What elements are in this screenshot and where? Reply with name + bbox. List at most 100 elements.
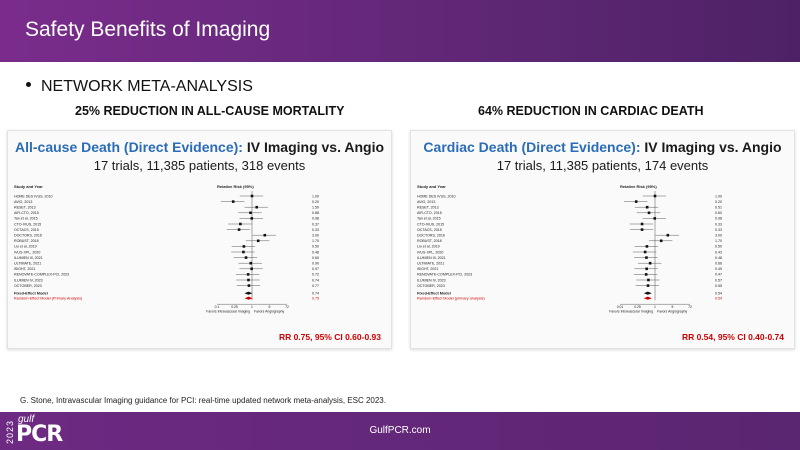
left-study-marker xyxy=(242,250,245,254)
right-study-marker xyxy=(644,273,648,276)
left-study-marker xyxy=(250,194,254,198)
right-fixed-rr: 0.54 xyxy=(715,292,722,296)
right-panel-title: Cardiac Death (Direct Evidence): IV Imag… xyxy=(411,139,794,155)
right-axis-tick: 5 xyxy=(672,305,674,309)
right-study-rr: 0.57 xyxy=(715,278,722,282)
right-study-marker xyxy=(640,228,644,231)
left-axis-tick: 5 xyxy=(269,305,271,309)
left-title-rest: IV Imaging vs. Angio xyxy=(242,139,385,155)
right-axis-tick: 0.01 xyxy=(617,305,624,309)
left-study-label: RESET, 2013 xyxy=(14,206,36,210)
right-result: RR 0.54, 95% CI 0.40-0.74 xyxy=(681,332,784,342)
right-axis-tick: 0.25 xyxy=(634,305,641,309)
left-study-label: iSIGHT, 2021 xyxy=(14,267,35,271)
right-fixed-diamond xyxy=(643,291,652,295)
right-study-rr: 0.51 xyxy=(715,206,722,210)
left-study-marker xyxy=(247,284,251,287)
right-panel-subtitle: 17 trials, 11,385 patients, 174 events xyxy=(496,158,709,173)
left-study-rr: 0.72 xyxy=(312,273,319,277)
left-study-label: ROBUST, 2018 xyxy=(14,239,39,243)
right-heading: 64% REDUCTION IN CARDIAC DEATH xyxy=(478,104,704,118)
right-study-label: IVUS-XPL, 2020 xyxy=(417,250,443,254)
footer-bar: 2023 gulf PCR GulfPCR.com xyxy=(0,412,800,450)
left-study-label: DOCTORS, 2016 xyxy=(14,234,42,238)
left-study-marker xyxy=(249,211,252,215)
left-study-label: IVUS-XPL, 2020 xyxy=(14,250,40,254)
right-study-marker xyxy=(646,284,650,287)
left-study-label: RENOVATE-COMPLEX-PCI, 2023 xyxy=(14,273,69,277)
left-study-label: AIR-CTO, 2015 xyxy=(14,211,39,215)
bullet-point: NETWORK META-ANALYSIS xyxy=(26,78,253,96)
right-study-rr: 0.49 xyxy=(715,267,722,271)
left-study-rr: 0.50 xyxy=(312,245,319,249)
left-study-marker xyxy=(250,267,253,271)
left-study-label: HOME DES IVUS, 2010 xyxy=(14,194,53,198)
left-study-marker xyxy=(263,233,267,237)
left-favors-left: Favors Intravascular Imaging xyxy=(206,310,250,314)
right-study-rr: 0.55 xyxy=(715,284,722,288)
left-study-rr: 0.37 xyxy=(312,222,319,226)
left-study-label: AVIO, 2013 xyxy=(14,200,32,204)
right-study-marker xyxy=(648,261,652,265)
left-panel-title: All-cause Death (Direct Evidence): IV Im… xyxy=(8,139,391,155)
right-random-rr: 0.54 xyxy=(715,297,722,301)
right-title-rest: IV Imaging vs. Angio xyxy=(640,139,782,155)
left-study-label: OCTOBER, 2023 xyxy=(14,284,42,288)
footer-brand-small: gulf xyxy=(18,414,35,425)
left-fixed-rr: 0.74 xyxy=(312,292,319,296)
right-study-label: iSIGHT, 2021 xyxy=(417,267,438,271)
left-study-label: Tan et al, 2015 xyxy=(14,217,38,221)
left-forest-plot: Study and Year Relative Risk (95%) HOME DE… xyxy=(14,184,319,314)
right-study-marker xyxy=(647,211,651,215)
right-study-label: ULTIMATE, 2021 xyxy=(417,262,444,266)
right-study-marker xyxy=(640,222,644,226)
left-panel-subtitle: 17 trials, 11,385 patients, 318 events xyxy=(93,158,306,173)
right-study-label: ILUMIEN IV, 2023 xyxy=(417,278,446,282)
right-study-label: RESET, 2013 xyxy=(417,206,439,210)
left-axis-tick: 72 xyxy=(285,305,289,309)
left-fixed-label: Fixed-Effect Model xyxy=(14,292,48,296)
left-study-marker xyxy=(249,261,253,265)
left-study-label: Liu et al, 2019 xyxy=(14,245,37,249)
right-study-rr: 0.66 xyxy=(715,262,722,266)
right-study-label: RENOVATE-COMPLEX-PCI, 2023 xyxy=(417,273,472,277)
right-study-label: ILUMIEN III, 2021 xyxy=(417,256,446,260)
left-study-rr: 0.90 xyxy=(312,262,319,266)
right-study-marker xyxy=(645,245,649,248)
right-study-marker xyxy=(645,256,648,259)
right-axis-tick: 1 xyxy=(654,305,656,309)
right-study-rr: 0.47 xyxy=(715,273,722,277)
right-study-marker xyxy=(645,205,649,209)
right-study-label: DOCTORS, 2016 xyxy=(417,234,445,238)
footer-website: GulfPCR.com xyxy=(369,425,431,436)
left-study-marker xyxy=(247,278,250,282)
left-study-marker xyxy=(250,217,254,220)
right-study-label: CTO-IVUS, 2015 xyxy=(417,222,444,226)
right-favors-right: Favors Angiography xyxy=(657,310,687,314)
left-study-label: ILUMIEN IV, 2023 xyxy=(14,278,43,282)
right-forest-plot: Study and Year Relative Risk (95%) HOME DE… xyxy=(417,184,722,314)
right-study-label: AVIO, 2013 xyxy=(417,200,435,204)
slide-title: Safety Benefits of Imaging xyxy=(25,18,271,41)
right-study-rr: 0.33 xyxy=(715,228,722,232)
left-study-marker xyxy=(256,239,260,243)
left-axis-tick: 1 xyxy=(251,305,253,309)
right-study-rr: 1.70 xyxy=(715,239,722,243)
left-study-marker xyxy=(239,222,242,226)
left-study-label: OCTACS, 2015 xyxy=(14,228,39,232)
left-col-rr: Relative Risk (95%) xyxy=(217,184,254,189)
left-fixed-diamond xyxy=(244,291,253,295)
bullet-text: NETWORK META-ANALYSIS xyxy=(41,78,253,95)
right-study-label: OCTACS, 2015 xyxy=(417,228,442,232)
left-study-rr: 1.50 xyxy=(312,206,319,210)
right-study-label: ROBUST, 2018 xyxy=(417,239,442,243)
right-study-marker xyxy=(634,200,638,203)
left-study-marker xyxy=(255,205,259,209)
left-study-rr: 0.20 xyxy=(312,200,319,204)
left-random-rr: 0.75 xyxy=(312,297,319,301)
right-study-rr: 0.33 xyxy=(715,222,722,226)
right-study-label: HOME DES IVUS, 2010 xyxy=(417,194,456,198)
right-title-blue: Cardiac Death (Direct Evidence): xyxy=(423,139,641,155)
right-study-rr: 0.50 xyxy=(715,245,722,249)
left-study-label: ULTIMATE, 2021 xyxy=(14,262,41,266)
